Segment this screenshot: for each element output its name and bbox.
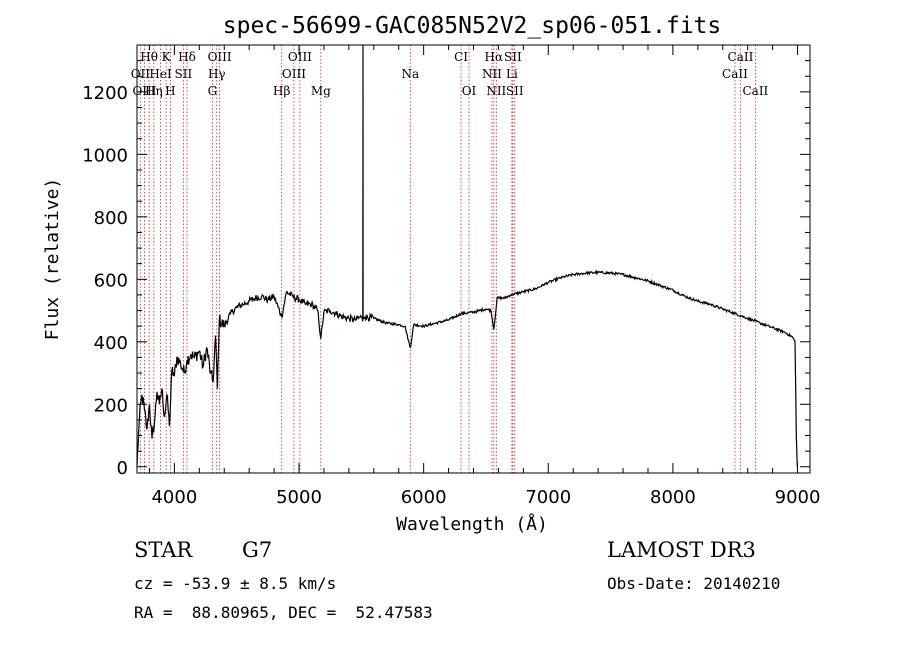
spectral-line-label: CaII — [728, 50, 754, 64]
spectral-line-label: CaII — [742, 84, 768, 98]
y-tick-label: 1000 — [82, 145, 128, 166]
x-tick-label: 6000 — [401, 487, 447, 508]
spectral-line-label: HeI — [149, 67, 172, 81]
spectral-line-label: CaII — [722, 67, 748, 81]
survey-label: LAMOST DR3 — [607, 538, 756, 562]
obs-date-label: Obs-Date: 20140210 — [607, 574, 781, 593]
coordinates-label: RA = 88.80965, DEC = 52.47583 — [134, 603, 433, 622]
x-axis-label: Wavelength (Å) — [396, 513, 548, 535]
y-tick-label: 400 — [94, 333, 128, 354]
spectral-line-label: G — [208, 84, 218, 98]
spectral-line-label: SII — [175, 67, 193, 81]
spectral-line-label: NII — [486, 84, 506, 98]
spectral-line-label: OIII — [288, 50, 312, 64]
spectral-line-label: K — [162, 50, 172, 64]
spectral-line-label: OIII — [208, 50, 232, 64]
y-tick-label: 600 — [94, 270, 128, 291]
spectral-line-label: Hγ — [208, 67, 226, 81]
spectral-line-label: Hβ — [273, 84, 290, 98]
axis-tick-labels: 4000 5000 6000 7000 8000 9000 0 200 400 600 800 100… — [82, 83, 820, 508]
spectral-line-label: OI — [462, 84, 477, 98]
spectral-line-label: Hη — [145, 84, 163, 98]
spectral-line-markers — [139, 45, 756, 473]
redshift-label: cz = -53.9 ± 8.5 km/s — [134, 574, 337, 593]
x-tick-label: 4000 — [151, 487, 197, 508]
y-tick-label: 0 — [117, 458, 128, 479]
object-subclass-label: G7 — [242, 538, 273, 562]
spectral-line-label: CI — [454, 50, 468, 64]
spectral-line-label: OII — [131, 67, 151, 81]
x-tick-label: 7000 — [525, 487, 571, 508]
object-class-label: STAR — [134, 538, 193, 562]
axis-ticks — [137, 45, 810, 473]
spectral-line-label: Mg — [311, 84, 331, 98]
spectral-line-label: OIII — [132, 84, 156, 98]
x-tick-label: 9000 — [775, 487, 821, 508]
spectral-line-label: SII — [504, 50, 522, 64]
y-tick-label: 1200 — [82, 83, 128, 104]
spectral-line-label: Hθ — [140, 50, 158, 64]
spectral-line-label: NII — [482, 67, 502, 81]
x-tick-label: 8000 — [650, 487, 696, 508]
y-axis-label: Flux (relative) — [42, 178, 63, 341]
spectral-line-label: SII — [506, 84, 524, 98]
spectral-line-label: Li — [506, 67, 518, 81]
spectral-line-label: Hδ — [178, 50, 196, 64]
spectral-line-label: Hα — [485, 50, 504, 64]
x-tick-label: 5000 — [276, 487, 322, 508]
spectral-line-label: H — [165, 84, 175, 98]
spectral-line-label: Na — [401, 67, 419, 81]
plot-frame — [136, 44, 811, 474]
y-tick-label: 200 — [94, 395, 128, 416]
y-tick-label: 800 — [94, 208, 128, 229]
spectral-line-label: OIII — [282, 67, 306, 81]
chart-title: spec-56699-GAC085N52V2_sp06-051.fits — [223, 13, 722, 39]
flux-series-line — [136, 44, 798, 467]
